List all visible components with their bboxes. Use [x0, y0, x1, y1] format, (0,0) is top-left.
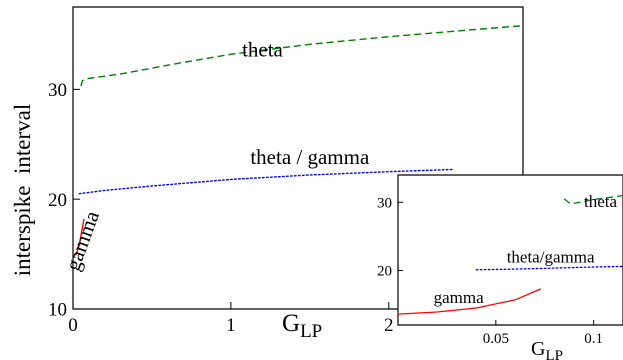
inset-x-tick-label: 0.05 — [483, 331, 509, 347]
inset-chart: 0.05 0.1 20 30 theta theta/gamma gamma GLP — [377, 174, 623, 360]
main-x-tick-label: 0 — [68, 315, 78, 336]
inset-series-labels: theta theta/gamma gamma — [434, 192, 618, 307]
inset-x-axis-label: GLP — [531, 338, 563, 360]
main-series-line-gamma — [72, 218, 85, 257]
main-x-tick-label: 2 — [384, 315, 394, 336]
main-ticks: 0 1 2 10 20 30 — [48, 80, 394, 336]
inset-ticks: 0.05 0.1 20 30 — [377, 196, 603, 347]
inset-series-label-gamma: gamma — [434, 288, 484, 307]
main-series-line-theta — [80, 25, 524, 87]
main-x-axis-label-sub: LP — [300, 321, 322, 342]
inset-axes-frame — [397, 174, 623, 326]
inset-x-axis-label-sub: LP — [545, 348, 563, 360]
main-y-tick-label: 10 — [48, 300, 67, 321]
main-x-axis-label-base: G — [282, 310, 300, 337]
inset-background — [398, 175, 623, 325]
main-x-tick-label: 1 — [226, 315, 236, 336]
main-y-axis-label: interspike interval — [10, 104, 35, 276]
inset-series-line-theta-gamma — [475, 265, 623, 271]
inset-y-tick-label: 20 — [377, 264, 392, 280]
main-series — [72, 25, 524, 257]
inset-series-label-theta: theta — [584, 192, 617, 211]
inset-series-line-theta — [563, 194, 623, 205]
inset-x-tick-label: 0.1 — [584, 331, 603, 347]
inset-series — [397, 194, 623, 315]
main-series-label-theta-gamma: theta / gamma — [250, 145, 370, 169]
inset-series-label-theta-gamma: theta/gamma — [507, 247, 595, 266]
main-x-axis-label: GLP — [282, 310, 322, 342]
inset-x-axis-label-base: G — [531, 338, 545, 360]
main-y-tick-label: 30 — [48, 80, 67, 101]
inset-series-line-gamma — [397, 288, 542, 315]
inset-y-tick-label: 30 — [377, 196, 392, 212]
main-series-line-theta-gamma — [78, 168, 453, 195]
main-series-label-theta: theta — [242, 37, 283, 61]
main-y-tick-label: 20 — [48, 190, 67, 211]
